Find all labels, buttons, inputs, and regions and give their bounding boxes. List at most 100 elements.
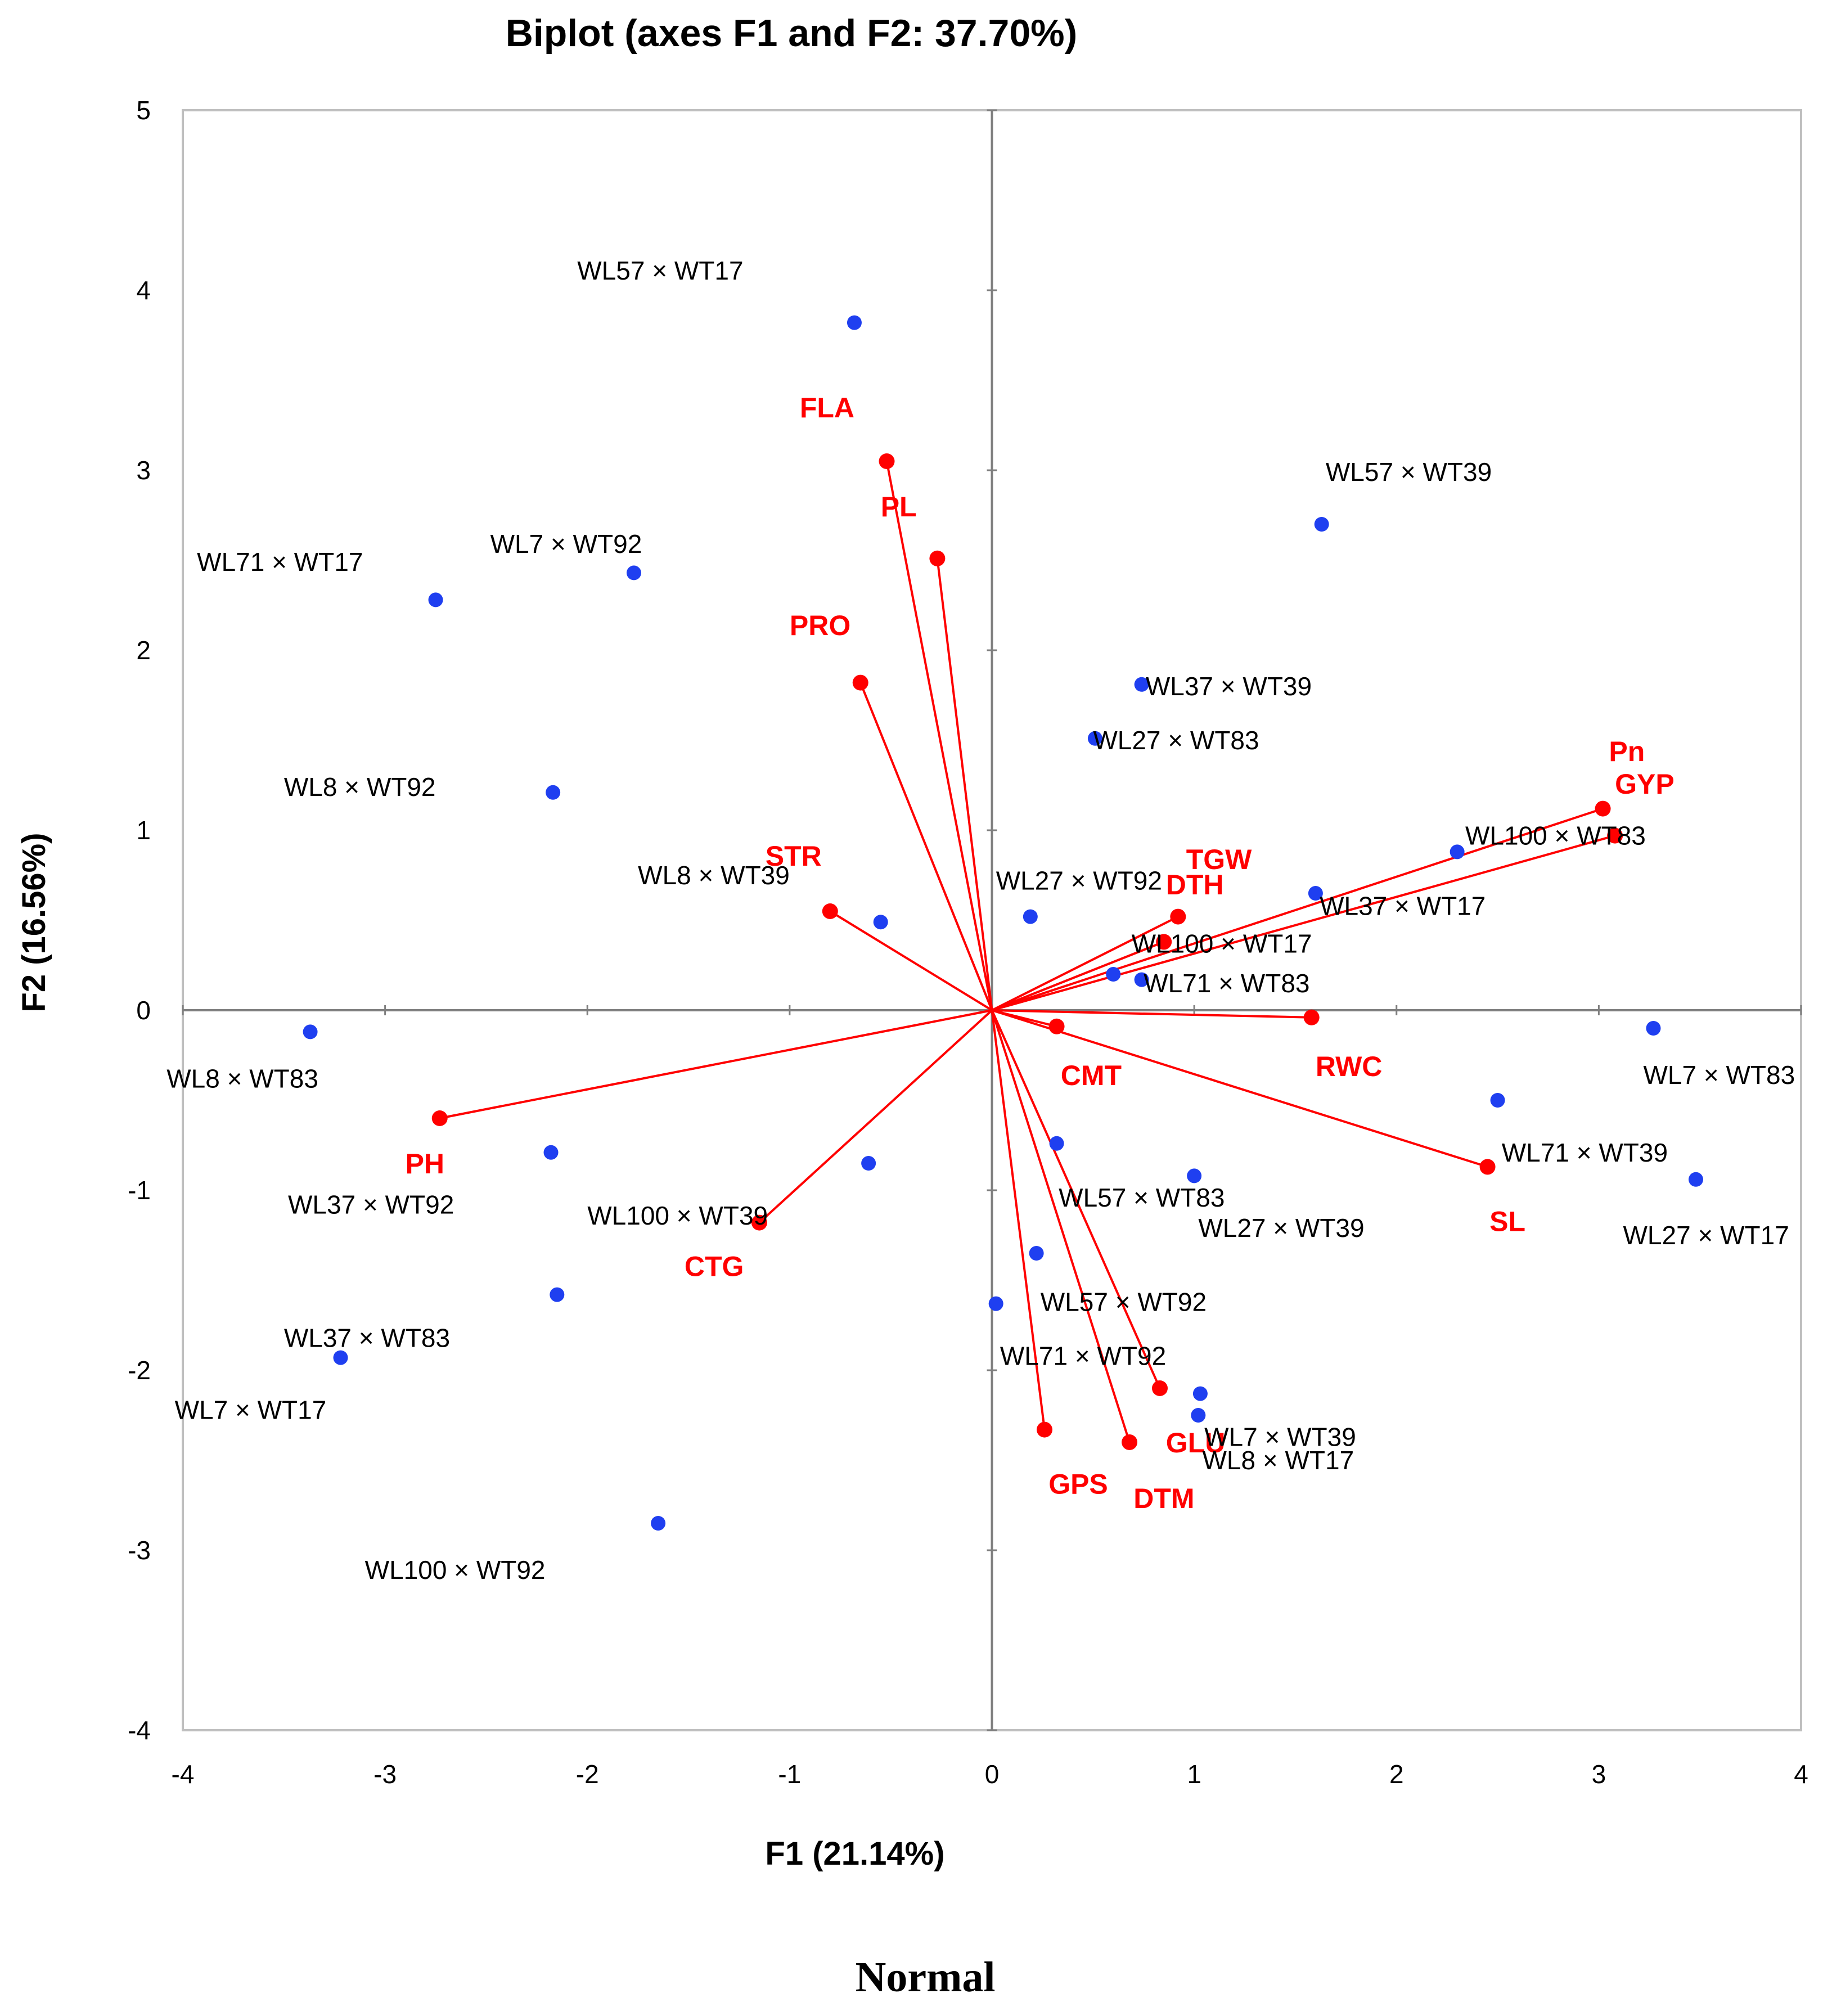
point-wl71-wt17 — [428, 592, 443, 608]
y-tick-label: 4 — [136, 276, 151, 305]
vector-glu — [991, 1010, 1161, 1389]
variable-label-gps: GPS — [1048, 1469, 1108, 1500]
x-axis-title: F1 (21.14%) — [765, 1835, 944, 1872]
vector-pl — [936, 558, 993, 1011]
variable-label-fla: FLA — [800, 392, 854, 424]
vector-ctg — [758, 1009, 993, 1224]
point-label-wl7-wt92: WL7 × WT92 — [490, 529, 642, 559]
point-wl27-wt17 — [1688, 1172, 1703, 1187]
point-label-wl71-wt39: WL71 × WT39 — [1502, 1138, 1668, 1167]
vector-dtm — [991, 1010, 1131, 1443]
point-wl7-wt83 — [1646, 1021, 1661, 1036]
variable-label-pro: PRO — [790, 610, 850, 641]
point-label-wl27-wt83: WL27 × WT83 — [1093, 726, 1259, 755]
point-wl57-wt83 — [1049, 1136, 1064, 1151]
point-wl100-wt92 — [651, 1516, 666, 1531]
vector-tip-sl — [1479, 1159, 1496, 1175]
vector-fla — [885, 461, 993, 1011]
point-label-wl57-wt17: WL57 × WT17 — [577, 256, 743, 285]
point-wl7-wt39 — [1192, 1386, 1208, 1401]
y-axis-title: F2 (16.56%) — [16, 832, 52, 1012]
vector-tip-glu — [1151, 1380, 1168, 1396]
figure-caption: Normal — [855, 1954, 995, 2001]
point-label-wl100-wt17: WL100 × WT17 — [1132, 929, 1312, 958]
point-wl100-wt83 — [1450, 844, 1465, 860]
x-tick-label: 3 — [1592, 1760, 1606, 1789]
point-label-wl7-wt83: WL7 × WT83 — [1643, 1060, 1795, 1090]
point-wl7-wt92 — [626, 565, 641, 580]
observation-points — [303, 315, 1703, 1531]
vector-pro — [859, 682, 993, 1011]
vector-tip-pn — [1595, 800, 1611, 817]
point-wl57-wt39 — [1314, 517, 1329, 532]
point-label-wl27-wt92: WL27 × WT92 — [996, 866, 1162, 896]
x-tick-label: -4 — [172, 1760, 195, 1789]
point-label-wl71-wt83: WL71 × WT83 — [1144, 969, 1309, 998]
point-label-wl100-wt39: WL100 × WT39 — [587, 1201, 768, 1230]
x-tick-label: -1 — [778, 1760, 801, 1789]
point-wl71-wt83 — [1134, 972, 1149, 987]
variable-label-pl: PL — [881, 491, 917, 523]
point-wl8-wt17 — [1191, 1408, 1206, 1423]
point-wl8-wt92 — [546, 785, 561, 800]
vector-rwc — [992, 1009, 1312, 1019]
point-wl37-wt92 — [543, 1145, 559, 1160]
point-label-wl37-wt17: WL37 × WT17 — [1320, 891, 1486, 920]
point-label-wl37-wt83: WL37 × WT83 — [284, 1323, 450, 1352]
vector-ph — [439, 1009, 992, 1119]
point-label-wl57-wt92: WL57 × WT92 — [1041, 1287, 1207, 1316]
vector-tgw — [991, 915, 1179, 1011]
y-tick-label: 3 — [136, 456, 151, 485]
variable-label-cmt: CMT — [1061, 1060, 1122, 1091]
y-tick-label: -4 — [128, 1716, 151, 1745]
point-label-wl8-wt39: WL8 × WT39 — [638, 861, 790, 890]
x-tick-label: 0 — [985, 1760, 1000, 1789]
point-wl71-wt39 — [1490, 1093, 1505, 1108]
variable-label-tgw: TGW — [1186, 844, 1252, 875]
vector-tip-dth — [1156, 934, 1172, 950]
point-wl37-wt39 — [1134, 677, 1149, 692]
vector-sl — [991, 1009, 1488, 1168]
vector-tip-pl — [929, 550, 946, 566]
variable-label-ctg: CTG — [685, 1250, 744, 1282]
point-wl7-wt17 — [333, 1350, 348, 1365]
point-label-wl100-wt83: WL100 × WT83 — [1465, 821, 1646, 850]
vector-pn — [991, 807, 1604, 1011]
x-tick-label: -2 — [576, 1760, 599, 1789]
point-label-wl7-wt17: WL7 × WT17 — [175, 1395, 327, 1424]
point-label-wl8-wt92: WL8 × WT92 — [284, 772, 436, 802]
vector-tip-pro — [852, 674, 868, 691]
point-label-wl27-wt17: WL27 × WT17 — [1623, 1221, 1789, 1250]
point-label-wl100-wt92: WL100 × WT92 — [365, 1555, 546, 1585]
variable-label-str: STR — [766, 840, 822, 872]
point-wl8-wt39 — [873, 915, 888, 930]
y-tick-label: 1 — [136, 816, 151, 845]
point-wl57-wt17 — [847, 315, 862, 330]
point-wl71-wt92 — [988, 1296, 1003, 1311]
point-wl100-wt17 — [1106, 967, 1121, 982]
point-wl37-wt83 — [550, 1287, 565, 1302]
point-wl27-wt92 — [1023, 909, 1038, 924]
point-wl27-wt39 — [1187, 1168, 1202, 1184]
vector-tip-rwc — [1303, 1009, 1320, 1025]
y-tick-label: 0 — [136, 996, 151, 1025]
x-tick-label: 4 — [1794, 1760, 1808, 1789]
point-wl37-wt17 — [1308, 886, 1323, 901]
vector-tip-gyp — [1607, 827, 1623, 844]
vector-dth — [991, 940, 1164, 1011]
x-tick-label: 2 — [1389, 1760, 1404, 1789]
point-wl27-wt83 — [1087, 731, 1102, 746]
variable-label-ph: PH — [406, 1148, 444, 1180]
vector-tip-ph — [431, 1110, 448, 1126]
y-tick-label: 2 — [136, 636, 151, 665]
point-label-wl8-wt17: WL8 × WT17 — [1203, 1446, 1354, 1475]
variable-label-glu: GLU — [1166, 1427, 1226, 1459]
point-label-wl57-wt39: WL57 × WT39 — [1326, 457, 1492, 487]
vector-tip-str — [822, 903, 838, 919]
point-label-wl71-wt92: WL71 × WT92 — [1000, 1341, 1166, 1370]
point-wl57-wt92 — [1029, 1246, 1044, 1261]
vector-tip-tgw — [1170, 908, 1186, 925]
axes-layer — [183, 110, 1801, 1730]
point-wl8-wt83 — [303, 1024, 318, 1040]
